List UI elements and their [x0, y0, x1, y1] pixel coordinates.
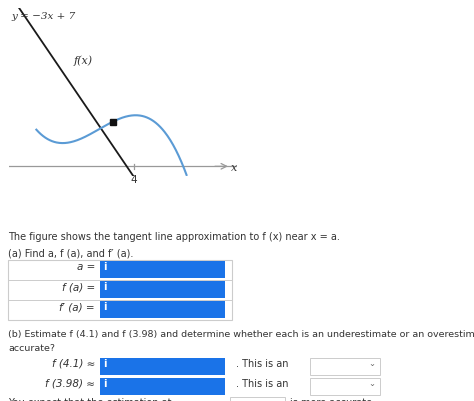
Bar — [100, 301, 225, 318]
Bar — [310, 378, 380, 395]
Bar — [230, 397, 285, 401]
Text: a =: a = — [77, 262, 95, 272]
Text: is more accurate.: is more accurate. — [290, 398, 375, 401]
Bar — [100, 378, 225, 395]
Text: i: i — [103, 302, 107, 312]
Bar — [100, 261, 225, 278]
Text: You expect that the estimation at: You expect that the estimation at — [8, 398, 172, 401]
Text: f (4.1) ≈: f (4.1) ≈ — [52, 359, 95, 369]
Text: ⌄: ⌄ — [368, 359, 375, 368]
Bar — [8, 260, 232, 320]
Text: (a) Find a, f (a), and f′ (a).: (a) Find a, f (a), and f′ (a). — [8, 248, 133, 258]
Text: f (3.98) ≈: f (3.98) ≈ — [45, 379, 95, 389]
Text: i: i — [103, 359, 107, 369]
Text: The figure shows the tangent line approximation to f (x) near x = a.: The figure shows the tangent line approx… — [8, 232, 340, 242]
Text: f′ (a) =: f′ (a) = — [59, 302, 95, 312]
Text: i: i — [103, 282, 107, 292]
Bar — [100, 358, 225, 375]
Text: ⌄: ⌄ — [273, 398, 280, 401]
Text: (b) Estimate f (4.1) and f (3.98) and determine whether each is an underestimate: (b) Estimate f (4.1) and f (3.98) and de… — [8, 330, 474, 339]
Text: i: i — [103, 262, 107, 272]
Text: f(x): f(x) — [73, 55, 93, 66]
Bar — [100, 281, 225, 298]
Text: . This is an: . This is an — [236, 359, 289, 369]
Text: ⌄: ⌄ — [368, 379, 375, 388]
Text: f (a) =: f (a) = — [62, 282, 95, 292]
Text: x: x — [231, 163, 237, 173]
Text: accurate?: accurate? — [8, 344, 55, 353]
Bar — [310, 358, 380, 375]
Text: 4: 4 — [130, 175, 137, 185]
Text: y = −3x + 7: y = −3x + 7 — [11, 12, 76, 20]
Text: . This is an: . This is an — [236, 379, 289, 389]
Text: i: i — [103, 379, 107, 389]
